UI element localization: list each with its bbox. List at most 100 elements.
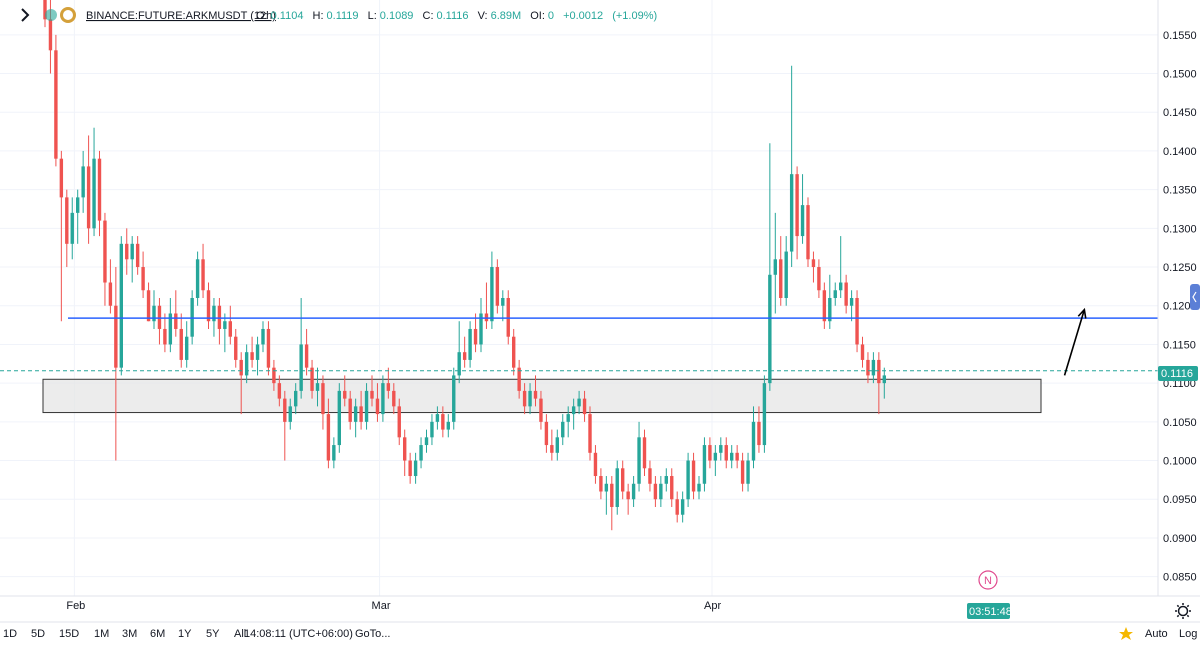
time-axis[interactable]: Feb Mar Apr [0, 595, 1200, 612]
candle [130, 236, 134, 283]
candle-body [849, 298, 854, 306]
candle-body [844, 282, 848, 306]
candle-body [866, 359, 870, 376]
candle-body [359, 406, 363, 422]
candle-body [304, 344, 309, 368]
candle [359, 390, 363, 430]
range-button-15d[interactable]: 15D [59, 628, 79, 640]
candle [757, 406, 761, 453]
candle [43, 0, 47, 28]
candle [452, 367, 456, 430]
candle-body [768, 274, 772, 384]
candle-body [277, 383, 282, 399]
range-button-all[interactable]: All [234, 628, 246, 640]
candle [751, 406, 756, 469]
candle [114, 267, 118, 461]
candle-body [392, 390, 396, 407]
y-tick-label: 0.1050 [1163, 417, 1197, 429]
y-tick-label: 0.1350 [1163, 185, 1197, 197]
candle-body [610, 483, 614, 507]
chevron-left-icon[interactable] [1192, 291, 1197, 303]
candle-body [348, 398, 352, 422]
price-axis[interactable]: 0.1550 0.1500 0.1450 0.1400 0.1350 0.1300 0.12… [1157, 0, 1197, 596]
candle [550, 429, 554, 461]
candle-body [571, 406, 576, 415]
candle [615, 460, 619, 515]
gear-icon[interactable] [1177, 605, 1189, 617]
candle-body [599, 476, 603, 492]
star-icon[interactable] [1119, 627, 1133, 640]
trend-arrow-shaft[interactable] [1063, 309, 1086, 376]
candle-body [582, 398, 587, 415]
candle [626, 483, 630, 515]
candle-body [757, 421, 761, 446]
candle-body [76, 197, 80, 213]
news-badge[interactable]: N [978, 570, 998, 590]
settings-button[interactable] [1175, 603, 1191, 619]
news-icon[interactable] [978, 570, 998, 590]
close-value: 0.1116 [437, 10, 469, 22]
candle-body [501, 298, 505, 306]
candle [119, 236, 123, 376]
candle [294, 383, 298, 415]
candle-body [337, 390, 341, 446]
candle [784, 236, 788, 306]
range-button-5y[interactable]: 5Y [206, 628, 220, 640]
candle [844, 274, 848, 314]
candle-body [452, 375, 456, 422]
chevron-right-icon[interactable] [21, 8, 30, 22]
candle [697, 476, 701, 500]
candle [528, 383, 532, 415]
range-button-5d[interactable]: 5D [31, 628, 45, 640]
candle-body [446, 421, 450, 430]
candle-body [217, 305, 222, 329]
open-label: O: [256, 10, 268, 22]
candle [223, 313, 227, 353]
candle-body [468, 328, 472, 360]
candle-body [206, 290, 211, 322]
oi-label: OI: [530, 10, 545, 22]
candle-body [484, 313, 489, 322]
goto-button[interactable]: GoTo... [355, 628, 390, 640]
axis-handle-bg[interactable] [1190, 284, 1200, 310]
axis-collapse-handle[interactable] [1190, 284, 1200, 310]
candle-body [326, 414, 331, 461]
candle-body [522, 390, 527, 407]
candle-body [659, 483, 663, 500]
candle [163, 313, 167, 353]
range-button-1y[interactable]: 1Y [178, 628, 192, 640]
candle [555, 429, 559, 461]
clock-readout[interactable]: 14:08:11 (UTC+06:00) [244, 628, 353, 640]
candle-body [97, 158, 102, 221]
candle [621, 460, 625, 500]
candle [364, 383, 369, 430]
candle-body [157, 305, 162, 329]
log-scale-button[interactable]: Log [1179, 628, 1197, 640]
range-button-1d[interactable]: 1D [3, 628, 17, 640]
auto-scale-button[interactable]: Auto [1145, 628, 1168, 640]
range-button-1m[interactable]: 1M [94, 628, 109, 640]
candle [762, 375, 767, 453]
candle [381, 375, 385, 422]
range-button-6m[interactable]: 6M [150, 628, 165, 640]
candle-body [168, 313, 173, 345]
collapse-toggle[interactable] [21, 8, 30, 22]
candle-body [653, 483, 658, 500]
y-tick-label: 0.1450 [1163, 107, 1197, 119]
y-tick-label: 0.1550 [1163, 30, 1197, 42]
symbol-title[interactable]: BINANCE:FUTURE:ARKMUSDT (12h) [86, 10, 276, 22]
candle-body [125, 243, 129, 260]
range-button-3m[interactable]: 3M [122, 628, 137, 640]
candle-body [588, 414, 592, 453]
open-value: 0.1104 [271, 10, 304, 22]
candle-body [680, 499, 685, 515]
candle-body [86, 166, 91, 229]
candle [146, 282, 151, 322]
candle [817, 259, 821, 298]
candle-body [266, 328, 271, 368]
candle-body [234, 336, 238, 360]
candle [179, 313, 183, 368]
x-tick-label: Mar [372, 600, 391, 612]
